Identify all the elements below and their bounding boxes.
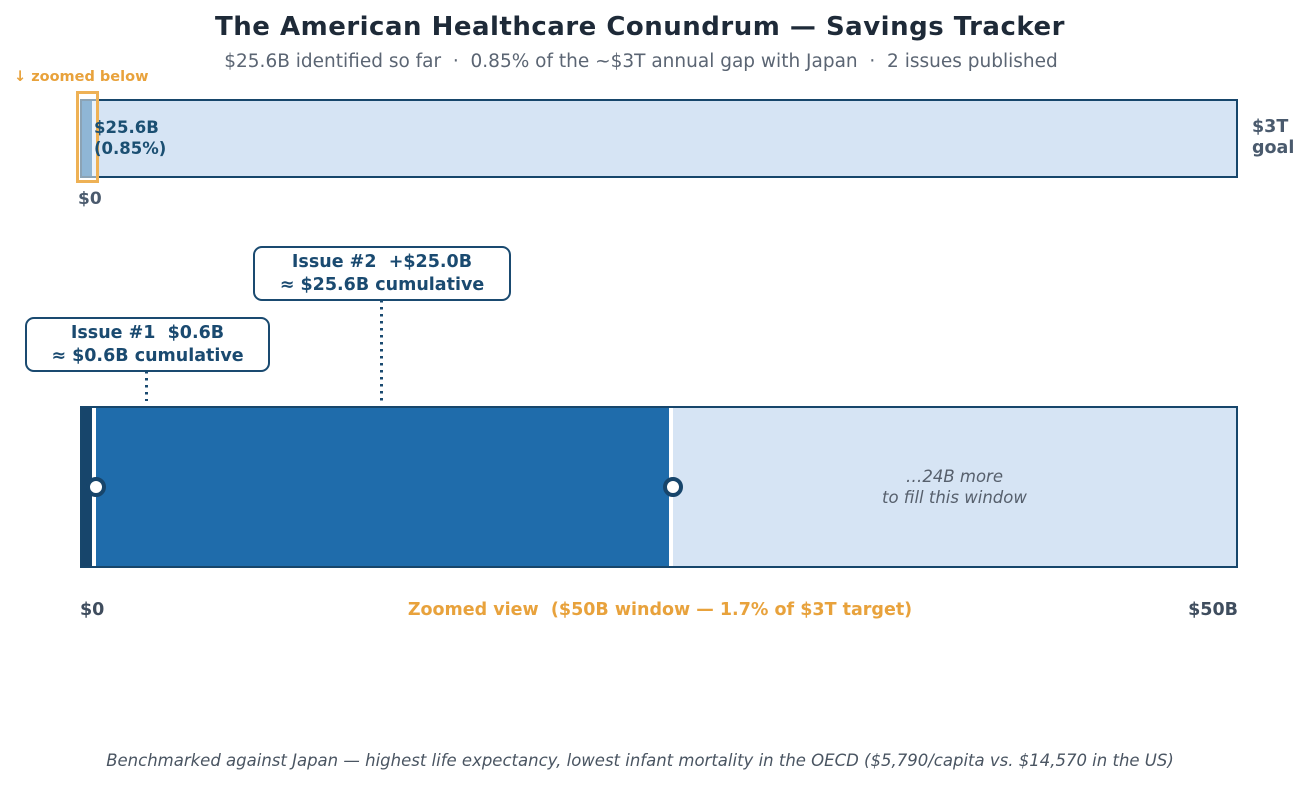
overall-goal-label: $3T goal [1252,117,1294,159]
goal-word: goal [1252,138,1295,158]
cumulative-marker [662,477,683,497]
issue2-leader-line [380,300,383,401]
issue1-leader-line [145,371,148,401]
overall-fill-value: $25.6B [94,118,159,137]
issue2-callout: Issue #2 +$25.0B ≈ $25.6B cumulative [253,246,511,301]
overall-fill-percent: (0.85%) [94,139,167,158]
issue2-callout-cumulative: ≈ $25.6B cumulative [279,274,485,295]
zoom-window-indicator [76,91,99,183]
overall-axis-start-label: $0 [78,189,102,209]
issue1-callout-cumulative: ≈ $0.6B cumulative [51,345,244,366]
remaining-region: …24B more to fill this window [673,466,1236,508]
issue2-callout-title: Issue #2 +$25.0B [291,251,473,272]
issue1-callout-title: Issue #1 $0.6B [70,322,225,343]
remaining-amount-label: …24B more [905,467,1003,486]
zoom-axis-end-label: $50B [1188,600,1238,620]
benchmark-footnote: Benchmarked against Japan — highest life… [106,751,1174,770]
chart-subtitle: $25.6B identified so far · 0.85% of the … [224,51,1058,72]
overall-progress-track [80,99,1238,178]
zoom-axis-title: Zoomed view ($50B window — 1.7% of $3T t… [407,600,913,620]
issue1-callout: Issue #1 $0.6B ≈ $0.6B cumulative [25,317,270,372]
zoomed-progress-track: …24B more to fill this window [80,406,1238,568]
overall-fill-label: $25.6B (0.85%) [94,117,166,159]
goal-amount: $3T [1252,117,1289,137]
zoom-axis-start-label: $0 [80,600,105,620]
issue-segment [95,408,673,566]
remaining-caption: to fill this window [882,488,1027,507]
zoomed-below-hint: ↓ zoomed below [14,69,149,85]
page-title: The American Healthcare Conundrum — Savi… [215,12,1065,42]
cumulative-marker [85,477,106,497]
